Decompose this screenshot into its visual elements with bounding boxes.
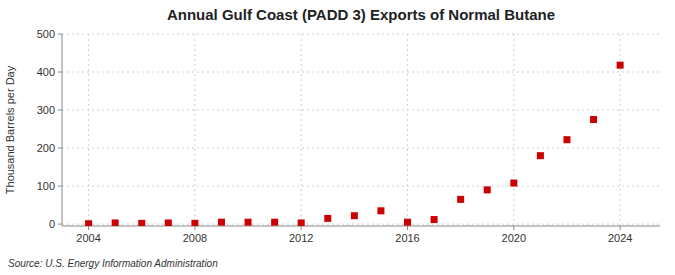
point (351, 212, 358, 219)
x-tick (194, 226, 195, 230)
grid-line-y (62, 34, 660, 35)
grid-line-y (62, 72, 660, 73)
y-axis-label: Thousand Barrels per Day (4, 65, 16, 194)
page: {"chart_data": {"type": "scatter", "titl… (0, 0, 675, 275)
point (457, 196, 464, 203)
point (404, 219, 411, 226)
point (85, 220, 92, 226)
point (431, 216, 438, 223)
grid-line-y (62, 110, 660, 111)
chart: Annual Gulf Coast (PADD 3) Exports of No… (0, 0, 675, 275)
y-tick (58, 186, 62, 187)
x-tick (407, 226, 408, 230)
point (138, 220, 145, 226)
point (590, 116, 597, 123)
source-note: Source: U.S. Energy Information Administ… (8, 258, 218, 269)
x-tick (620, 226, 621, 230)
y-tick (58, 34, 62, 35)
points (85, 62, 624, 226)
y-axis-line (62, 34, 63, 226)
grid-line-x (301, 34, 302, 226)
point (298, 219, 305, 226)
grid-line-y (62, 224, 660, 225)
y-tick (58, 110, 62, 111)
point (617, 62, 624, 69)
y-tick-label: 300 (37, 104, 55, 116)
point (537, 152, 544, 159)
x-tick-label: 2004 (76, 232, 100, 244)
point (510, 180, 517, 187)
x-tick (88, 226, 89, 230)
point (218, 219, 225, 226)
grid-line-x (88, 34, 89, 226)
grid-line-x (194, 34, 195, 226)
y-tick-label: 400 (37, 66, 55, 78)
title: Annual Gulf Coast (PADD 3) Exports of No… (167, 6, 555, 23)
grid-line-x (407, 34, 408, 226)
ticks: 2004 2008 2012 2016 2020 2024 0 100 200 300 400 500 (37, 28, 633, 244)
point (484, 186, 491, 193)
point (245, 219, 252, 226)
grid-line-y (62, 148, 660, 149)
x-tick-label: 2016 (395, 232, 419, 244)
point (324, 215, 331, 222)
y-tick (58, 224, 62, 225)
y-tick-label: 200 (37, 142, 55, 154)
x-tick-label: 2012 (289, 232, 313, 244)
grid-line-x (513, 34, 514, 226)
y-tick (58, 72, 62, 73)
x-tick (513, 226, 514, 230)
point (377, 207, 384, 214)
y-tick-label: 100 (37, 180, 55, 192)
y-tick (58, 148, 62, 149)
point (112, 219, 119, 226)
x-tick-label: 2024 (608, 232, 632, 244)
x-axis-line (62, 226, 660, 227)
grid (62, 34, 660, 226)
point (563, 136, 570, 143)
x-tick (301, 226, 302, 230)
point (271, 219, 278, 226)
point (191, 220, 198, 226)
y-tick-label: 500 (37, 28, 55, 40)
point (165, 219, 172, 226)
x-tick-label: 2020 (502, 232, 526, 244)
x-tick-label: 2008 (183, 232, 207, 244)
y-tick-label: 0 (49, 218, 55, 230)
grid-line-y (62, 186, 660, 187)
